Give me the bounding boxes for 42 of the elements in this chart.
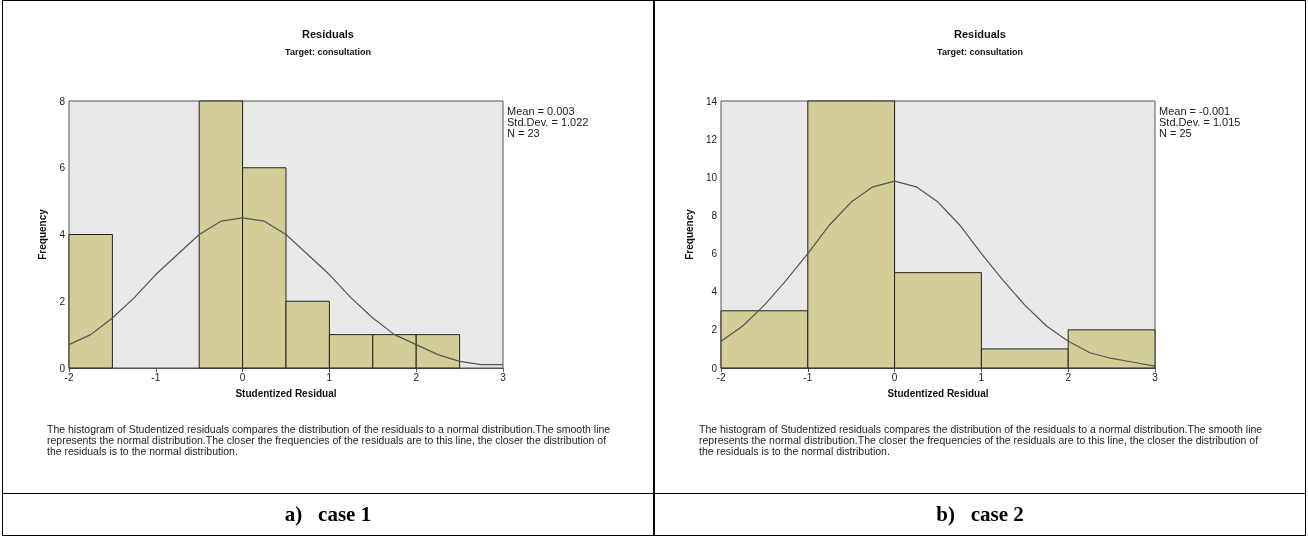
y-axis-title: Frequency <box>684 208 696 260</box>
x-tick-label: -1 <box>151 371 161 383</box>
x-tick-label: 1 <box>978 371 985 383</box>
text: The histogram of Studentized residuals compares the distribution of the residuals to a normal distribution.The smooth line represents the normal distribution.The closer the frequencies of the residuals are to this line, the closer the distribution of the residuals is to the normal distribution. <box>699 422 1266 457</box>
chart-subtitle: Target: consultation <box>937 46 1023 57</box>
x-tick-label: 2 <box>413 371 420 383</box>
y-tick-label: 2 <box>711 324 718 336</box>
y-tick-label: 4 <box>711 286 718 298</box>
x-tick-label: -2 <box>716 371 726 383</box>
y-tick-label: 12 <box>705 133 718 145</box>
text: Std.Dev. = 1.015 <box>1159 115 1241 128</box>
y-tick-label: 2 <box>59 295 66 307</box>
y-tick-label: 4 <box>59 229 66 240</box>
y-tick-label: 8 <box>59 95 66 107</box>
x-tick-label: 3 <box>500 371 507 383</box>
x-tick-label: 3 <box>1152 371 1159 383</box>
x-tick-label: 0 <box>891 371 898 383</box>
x-axis-title: Studentized Residual <box>887 387 989 399</box>
text: Mean = -0.001 <box>1159 104 1231 117</box>
x-tick-label: 0 <box>239 371 246 383</box>
y-tick-label: 0 <box>59 362 66 374</box>
y-tick-label: 6 <box>711 248 718 260</box>
y-tick-label: 0 <box>711 362 718 374</box>
text: Std.Dev. = 1.022 <box>507 115 589 128</box>
x-axis-title: Studentized Residual <box>235 387 337 399</box>
y-tick-label: 8 <box>711 209 718 221</box>
chart-subtitle: Target: consultation <box>285 46 371 57</box>
text: N = 23 <box>507 126 540 139</box>
x-tick-label: 2 <box>1065 371 1072 383</box>
x-tick-label: 1 <box>326 371 333 383</box>
text: The histogram of Studentized residuals compares the distribution of the residuals to a normal distribution.The smooth line represents the normal distribution.The closer the frequencies of the residuals are to this line, the closer the distribution of the residuals is to the normal distribution. <box>47 422 614 457</box>
x-tick-label: -2 <box>64 371 74 383</box>
y-tick-label: 10 <box>705 171 718 183</box>
y-tick-label: 14 <box>705 95 718 107</box>
chart-title: Residuals <box>302 27 354 40</box>
y-axis-title: Frequency <box>36 208 48 260</box>
text: b) case 2 <box>654 494 1306 536</box>
text: N = 25 <box>1159 126 1192 139</box>
chart-title: Residuals <box>954 27 1006 40</box>
x-tick-label: -1 <box>803 371 813 383</box>
text: Mean = 0.003 <box>507 104 575 117</box>
y-tick-label: 6 <box>59 162 66 174</box>
